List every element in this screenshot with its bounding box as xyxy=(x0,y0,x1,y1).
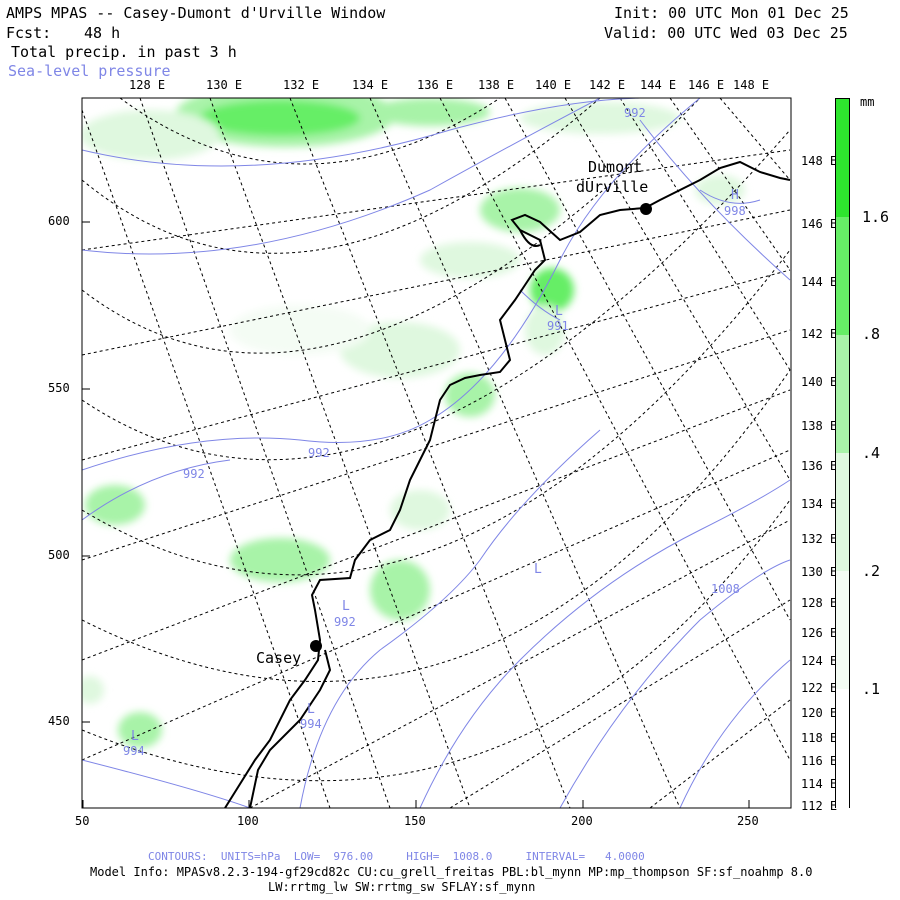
low-center: L xyxy=(307,702,315,717)
right-lon-tick: 136 E xyxy=(801,459,838,473)
model-info: Model Info: MPASv8.2.3-194-gf29cd82c CU:… xyxy=(90,865,813,879)
low-center: L xyxy=(555,304,563,319)
contour-label: 994 xyxy=(123,744,145,758)
colorbar-segment xyxy=(836,689,849,809)
contour-label: 992 xyxy=(624,106,646,120)
contour-label: 991 xyxy=(547,319,569,333)
x-tick-label: 200 xyxy=(571,814,593,828)
top-lon-tick: 140 E xyxy=(535,78,572,92)
top-lon-tick: 144 E xyxy=(640,78,677,92)
colorbar-unit: mm xyxy=(860,95,875,109)
overlay-name: Sea-level pressure xyxy=(8,62,171,80)
forecast-label: Fcst: xyxy=(6,24,52,42)
right-lon-tick: 132 E xyxy=(801,532,838,546)
precip-shading xyxy=(82,98,745,748)
right-lon-tick: 118 E xyxy=(801,731,838,745)
top-lon-tick: 148 E xyxy=(733,78,770,92)
x-tick-label: 250 xyxy=(737,814,759,828)
colorbar-segment xyxy=(836,335,849,453)
colorbar-level: 1.6 xyxy=(862,208,890,226)
right-lon-tick: 144 E xyxy=(801,275,838,289)
right-lon-tick: 120 E xyxy=(801,706,838,720)
colorbar-segment xyxy=(836,571,849,689)
right-lon-tick: 128 E xyxy=(801,596,838,610)
station-label-dumont-line1: Dumont xyxy=(588,158,643,176)
station-label-dumont-line2: dUrville xyxy=(576,178,649,196)
low-center: L xyxy=(342,599,350,614)
top-lon-tick: 136 E xyxy=(417,78,454,92)
right-lon-tick: 122 E xyxy=(801,681,838,695)
y-tick-label: 450 xyxy=(48,714,70,728)
casey-station-marker xyxy=(310,640,322,652)
top-lon-tick: 132 E xyxy=(283,78,320,92)
colorbar-segment xyxy=(836,453,849,571)
right-lon-tick: 134 E xyxy=(801,497,838,511)
right-lon-tick: 116 E xyxy=(801,754,838,768)
right-lon-tick: 130 E xyxy=(801,565,838,579)
contour-label: 994 xyxy=(300,717,322,731)
dumont-station-marker xyxy=(640,203,652,215)
colorbar-segment xyxy=(836,99,849,217)
station-label-casey: Casey xyxy=(256,649,302,667)
top-lon-tick: 138 E xyxy=(478,78,515,92)
high-center: H xyxy=(731,188,739,203)
top-lon-tick: 130 E xyxy=(206,78,243,92)
contour-label: 998 xyxy=(724,204,746,218)
colorbar-segment xyxy=(836,217,849,335)
field-name: Total precip. in past 3 h xyxy=(11,43,237,61)
colorbar xyxy=(835,98,850,809)
contour-label: 992 xyxy=(183,467,205,481)
contour-label: 1008 xyxy=(711,582,740,596)
top-lon-tick: 134 E xyxy=(352,78,389,92)
right-lon-tick: 148 E xyxy=(801,154,838,168)
right-lon-tick: 112 E xyxy=(801,799,838,813)
lon-lat-grid xyxy=(82,98,791,808)
low-center: L xyxy=(131,729,139,744)
top-lon-tick: 142 E xyxy=(589,78,626,92)
y-tick-label: 500 xyxy=(48,548,70,562)
colorbar-level: .2 xyxy=(862,562,881,580)
right-lon-tick: 146 E xyxy=(801,217,838,231)
valid-time: Valid: 00 UTC Wed 03 Dec 25 xyxy=(604,24,848,42)
right-lon-tick: 124 E xyxy=(801,654,838,668)
top-lon-tick: 146 E xyxy=(688,78,725,92)
pressure-contours xyxy=(82,98,791,808)
contour-info: CONTOURS: UNITS=hPa LOW= 976.00 HIGH= 10… xyxy=(148,850,645,863)
right-lon-tick: 114 E xyxy=(801,777,838,791)
colorbar-level: .4 xyxy=(862,444,881,462)
colorbar-level: .8 xyxy=(862,325,881,343)
right-lon-tick: 140 E xyxy=(801,375,838,389)
contour-label: 992 xyxy=(334,615,356,629)
forecast-hours: 48 h xyxy=(84,24,121,42)
low-center: L xyxy=(534,562,542,577)
right-lon-tick: 142 E xyxy=(801,327,838,341)
x-tick-label: 100 xyxy=(237,814,259,828)
x-tick-label: 50 xyxy=(75,814,90,828)
init-time: Init: 00 UTC Mon 01 Dec 25 xyxy=(614,4,849,22)
map-title: AMPS MPAS -- Casey-Dumont d'Urville Wind… xyxy=(6,4,386,22)
y-tick-label: 600 xyxy=(48,214,70,228)
y-tick-label: 550 xyxy=(48,381,70,395)
x-tick-label: 150 xyxy=(404,814,426,828)
right-lon-tick: 126 E xyxy=(801,626,838,640)
right-lon-tick: 138 E xyxy=(801,419,838,433)
top-lon-tick: 128 E xyxy=(129,78,166,92)
contour-label: 992 xyxy=(308,446,330,460)
physics-info: LW:rrtmg_lw SW:rrtmg_sw SFLAY:sf_mynn xyxy=(268,880,536,894)
colorbar-level: .1 xyxy=(862,680,881,698)
